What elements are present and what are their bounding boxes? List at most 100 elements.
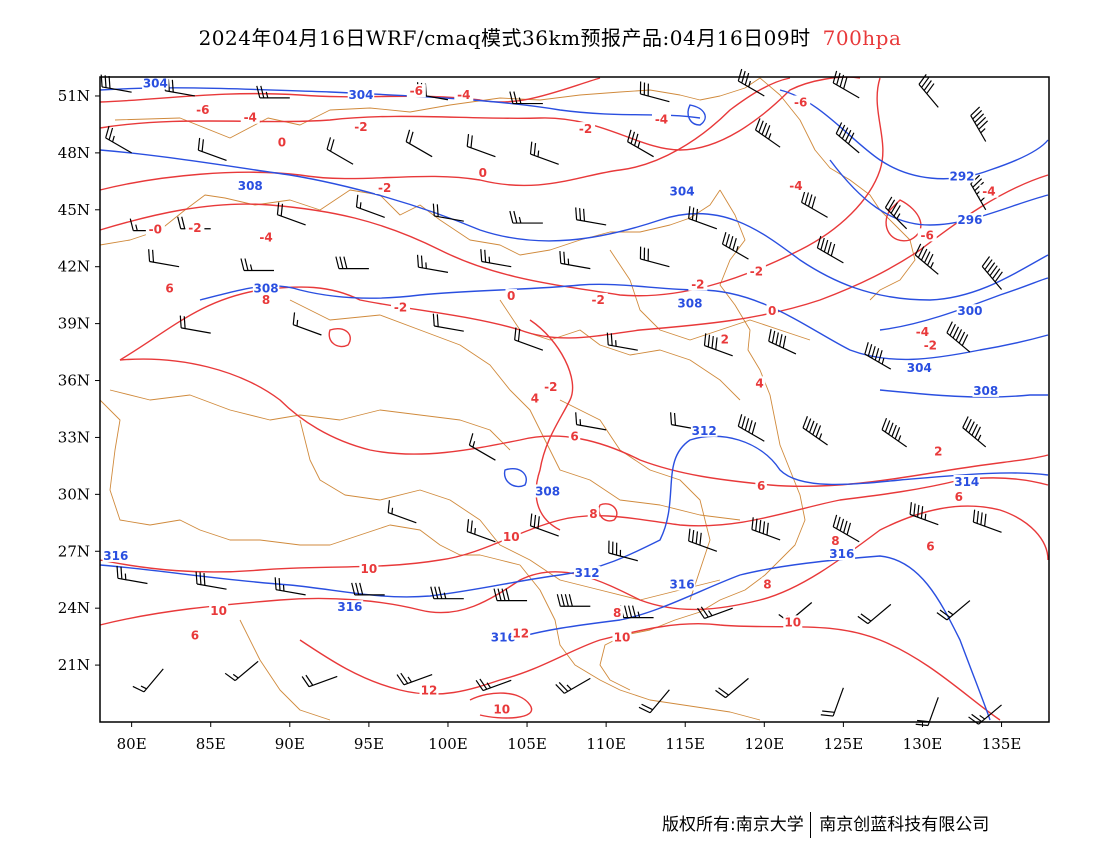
longitude-axis: 80E 85E 90E 95E 100E 105E 110E 115E 120E 125E 130E… <box>117 722 1022 753</box>
contour-label-bg <box>786 179 806 193</box>
wind-barb <box>396 672 433 686</box>
wind-barb <box>801 190 828 218</box>
temperature-isotherm <box>529 319 574 531</box>
wind-barb <box>820 687 844 717</box>
contour-label-bg <box>761 577 774 591</box>
contour-label-bg <box>237 179 264 193</box>
contour-label-bg <box>391 300 411 314</box>
temperature-isotherm <box>99 77 884 297</box>
wind-barb <box>881 417 907 448</box>
contour-label-bg <box>676 296 704 310</box>
contour-label: -4 <box>655 113 668 127</box>
wind-barb <box>968 704 1002 725</box>
wind-barb <box>276 202 306 226</box>
lat-tick-label: 36N <box>58 372 90 390</box>
map-frame <box>99 76 1050 723</box>
contour-label-bg <box>917 228 937 242</box>
wind-barb <box>575 412 607 431</box>
wind-barb <box>292 312 322 336</box>
contour-label-bg <box>260 292 272 306</box>
wind-barb <box>909 502 939 526</box>
geopotential-isoline <box>503 468 527 488</box>
contour-label-bg <box>256 230 276 244</box>
contour-label-bg <box>573 566 601 580</box>
country-border <box>114 77 761 139</box>
wind-barb <box>475 678 512 692</box>
contour-label: 6 <box>757 479 765 493</box>
contour-label-bg <box>336 600 364 614</box>
wind-barb <box>416 254 449 273</box>
geopotential-labels: 304 304 308 308 304 308 292 296 300 304 308 312 314 3… <box>102 76 999 645</box>
contour-label: 312 <box>692 424 717 438</box>
contour-label: -6 <box>410 84 423 98</box>
wind-barb <box>466 519 496 543</box>
wind-barb <box>555 677 591 694</box>
contour-label: 8 <box>613 606 621 620</box>
wind-barb <box>351 582 385 596</box>
contour-label-bg <box>920 338 940 352</box>
wind-barb <box>116 565 148 585</box>
lon-tick-label: 80E <box>117 735 147 753</box>
contour-label-bg <box>477 165 489 179</box>
wind-barb <box>754 118 781 148</box>
geopotential-isoline <box>99 87 701 119</box>
contour-label-bg <box>783 615 803 629</box>
wind-barb <box>751 517 781 541</box>
wind-barb <box>468 433 496 461</box>
wind-barb <box>816 235 844 264</box>
geopotential-isoline <box>99 149 1049 301</box>
contour-label-bg <box>351 120 371 134</box>
lat-tick-label: 51N <box>58 87 90 105</box>
province-border <box>109 389 511 451</box>
contour-label-bg <box>651 112 671 126</box>
contour-label-bg <box>142 76 169 90</box>
wind-barb <box>224 660 259 682</box>
contour-label: 10 <box>361 562 378 576</box>
country-border <box>759 77 916 301</box>
contour-label: 10 <box>503 530 520 544</box>
contour-label-bg <box>912 325 932 339</box>
contour-label: 6 <box>926 539 934 553</box>
copyright-footer: 版权所有:南京大学 南京创蓝科技有限公司 <box>662 810 989 838</box>
temperature-isotherm <box>99 77 791 191</box>
wind-barb <box>627 129 654 158</box>
province-border <box>479 519 721 601</box>
geopotential-isoline <box>509 555 991 721</box>
wind-barb <box>962 416 987 448</box>
contour-label: -6 <box>794 96 807 110</box>
contour-label-bg <box>534 484 561 498</box>
contour-label-bg <box>766 304 778 318</box>
lon-tick-label: 105E <box>507 735 547 753</box>
contour-label: 10 <box>210 604 227 618</box>
contour-label-bg <box>668 577 696 591</box>
wind-barb <box>606 332 638 351</box>
wind-barb <box>529 141 559 165</box>
geopotential-isoline <box>779 89 1049 180</box>
contour-label-bg <box>359 562 379 576</box>
lon-tick-label: 135E <box>982 735 1022 753</box>
temperature-isotherm <box>328 328 351 348</box>
contour-label-bg <box>454 87 474 101</box>
contour-label-bg <box>611 605 623 619</box>
wind-barb <box>432 313 464 332</box>
contour-label: 2 <box>934 445 942 459</box>
contour-label-bg <box>979 184 999 198</box>
lat-tick-label: 48N <box>58 144 90 162</box>
contour-label: 308 <box>238 179 263 193</box>
wind-barb <box>105 125 132 154</box>
org-nju: 南京大学 <box>735 815 804 835</box>
contour-label-bg <box>501 529 521 543</box>
contour-label-bg <box>972 383 999 397</box>
contour-label: -2 <box>579 122 592 136</box>
contour-label: -2 <box>378 181 391 195</box>
contour-label-bg <box>829 533 842 547</box>
contour-label-bg <box>163 281 176 295</box>
footer-separator <box>809 812 812 838</box>
contour-label: 296 <box>957 213 982 227</box>
contour-label-bg <box>145 222 165 236</box>
contour-label: 0 <box>768 304 776 318</box>
contour-label: 308 <box>535 484 560 498</box>
wind-barb <box>514 327 544 351</box>
contour-label-bg <box>185 220 205 234</box>
contour-label-bg <box>505 289 517 303</box>
